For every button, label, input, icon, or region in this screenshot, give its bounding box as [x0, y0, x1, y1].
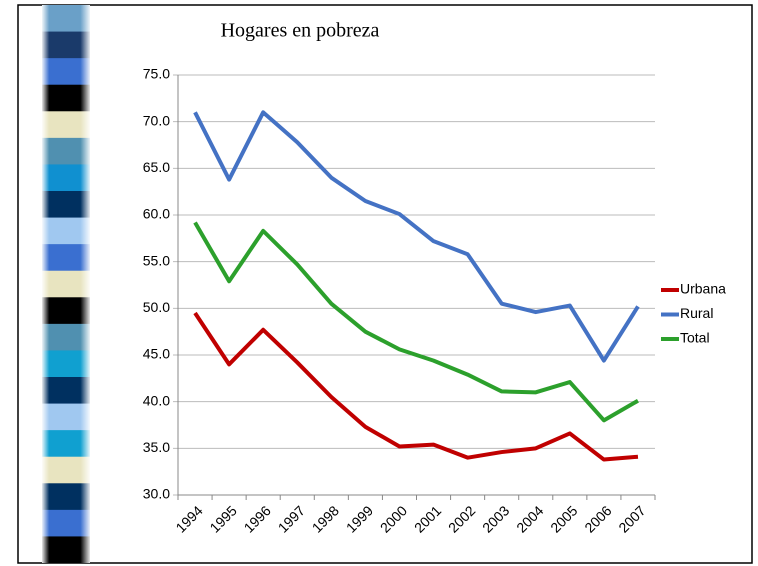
y-tick-label: 35.0	[143, 439, 170, 455]
legend-label: Rural	[680, 305, 713, 321]
series-line	[193, 110, 640, 363]
y-tick-label: 50.0	[143, 299, 170, 315]
stripe-shade	[42, 5, 90, 563]
y-tick-label: 75.0	[143, 66, 170, 82]
y-tick-label: 40.0	[143, 392, 170, 408]
series-line	[193, 311, 639, 462]
decorative-stripe	[42, 5, 90, 564]
legend-label: Urbana	[680, 281, 726, 297]
legend-label: Total	[680, 330, 710, 346]
y-tick-label: 45.0	[143, 346, 170, 362]
chart-title: Hogares en pobreza	[221, 20, 380, 42]
series-line	[193, 221, 639, 423]
y-tick-label: 70.0	[143, 112, 170, 128]
y-tick-label: 55.0	[143, 252, 170, 268]
y-tick-label: 60.0	[143, 206, 170, 222]
y-tick-label: 65.0	[143, 159, 170, 175]
y-tick-label: 30.0	[143, 486, 170, 502]
slide-frame	[17, 4, 753, 564]
